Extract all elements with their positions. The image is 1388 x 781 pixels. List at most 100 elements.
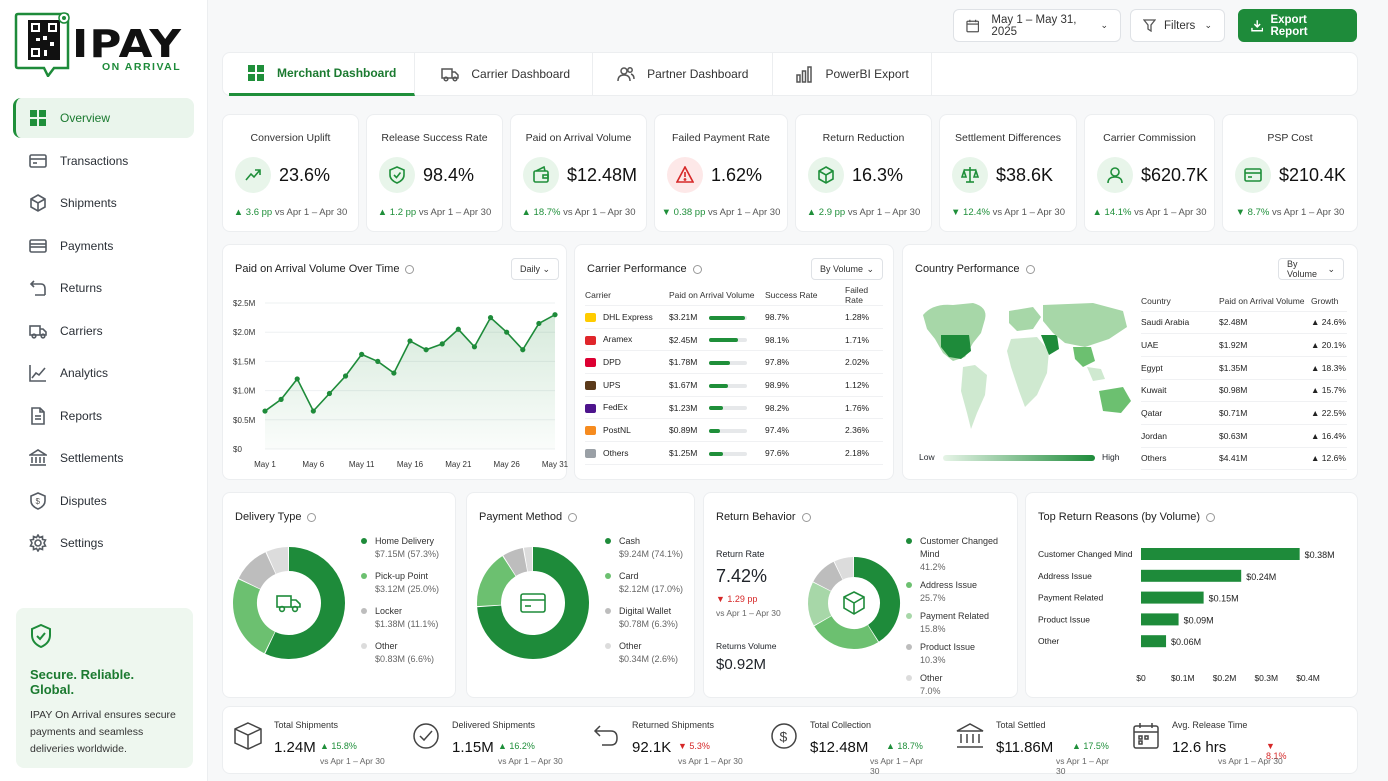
table-row[interactable]: Aramex $2.45M 98.1% 1.71%	[585, 328, 883, 352]
legend-value: $7.15M (57.3%)	[375, 549, 440, 559]
table-row[interactable]: PostNL $0.89M 97.4% 2.36%	[585, 418, 883, 443]
kpi-card[interactable]: PSP Cost $210.4K ▼ 8.7% vs Apr 1 – Apr 3…	[1222, 114, 1358, 232]
data-point[interactable]	[342, 373, 349, 379]
donut-slice[interactable]	[834, 557, 854, 580]
donut-slice[interactable]	[265, 547, 345, 659]
summary-stat[interactable]: Total Shipments 1.24M ▲ 15.8% vs Apr 1 –…	[222, 706, 398, 774]
kpi-card[interactable]: Failed Payment Rate 1.62% ▼ 0.38 pp vs A…	[654, 114, 788, 232]
data-point[interactable]	[552, 312, 558, 318]
table-row[interactable]: DHL Express $3.21M 98.7% 1.28%	[585, 305, 883, 329]
table-row[interactable]: Saudi Arabia $2.48M ▲ 24.6%	[1141, 311, 1347, 335]
ipay-logo[interactable]: IPAY ON ARRIVAL	[14, 12, 199, 79]
table-row[interactable]: Others $1.25M 97.6% 2.18%	[585, 441, 883, 465]
sidebar-item-carriers[interactable]: Carriers	[13, 311, 194, 351]
tab-carrier-dashboard[interactable]: Carrier Dashboard	[415, 52, 594, 96]
bar[interactable]	[1141, 548, 1300, 560]
donut-slice[interactable]	[813, 561, 843, 592]
donut-slice[interactable]	[503, 547, 528, 577]
sidebar-item-transactions[interactable]: Transactions	[13, 141, 194, 181]
export-report-button[interactable]: Export Report	[1238, 9, 1357, 42]
carrier-sort-select[interactable]: By Volume ⌄	[811, 258, 883, 280]
stat-label: Avg. Release Time	[1172, 720, 1248, 730]
country-sort-select[interactable]: By Volume ⌄	[1278, 258, 1344, 280]
data-point[interactable]	[294, 376, 300, 382]
donut-slice[interactable]	[477, 556, 517, 607]
info-icon[interactable]	[307, 512, 317, 522]
table-row[interactable]: FedEx $1.23M 98.2% 1.76%	[585, 396, 883, 420]
kpi-card[interactable]: Paid on Arrival Volume $12.48M ▲ 18.7% v…	[510, 114, 647, 232]
donut-slice[interactable]	[238, 552, 277, 590]
kpi-card[interactable]: Settlement Differences $38.6K ▼ 12.4% vs…	[939, 114, 1077, 232]
kpi-card[interactable]: Release Success Rate 98.4% ▲ 1.2 pp vs A…	[366, 114, 503, 232]
donut-slice[interactable]	[814, 615, 879, 649]
data-point[interactable]	[455, 326, 461, 332]
info-icon[interactable]	[1206, 512, 1216, 522]
summary-stat[interactable]: $ Total Collection $12.48M ▲ 18.7% vs Ap…	[758, 706, 934, 776]
sidebar-item-settings[interactable]: Settings	[13, 523, 194, 563]
donut-slice[interactable]	[266, 547, 289, 574]
filters-button[interactable]: Filters ⌄	[1130, 9, 1225, 42]
tab-powerbi-export[interactable]: PowerBI Export	[773, 52, 932, 96]
sidebar-item-overview[interactable]: Overview	[13, 98, 194, 138]
donut-slice[interactable]	[477, 547, 589, 659]
data-point[interactable]	[407, 338, 413, 344]
summary-stat[interactable]: Avg. Release Time 12.6 hrs ▼ 8.1% vs Apr…	[1120, 706, 1296, 774]
stat-label: Total Collection	[810, 720, 872, 730]
summary-stat[interactable]: Delivered Shipments 1.15M ▲ 16.2% vs Apr…	[400, 706, 576, 774]
bar[interactable]	[1141, 591, 1204, 604]
table-row[interactable]: Jordan $0.63M ▲ 16.4%	[1141, 424, 1347, 448]
table-row[interactable]: DPD $1.78M 97.8% 2.02%	[585, 350, 883, 375]
table-row[interactable]: Kuwait $0.98M ▲ 15.7%	[1141, 379, 1347, 403]
kpi-card[interactable]: Carrier Commission $620.7K ▲ 14.1% vs Ap…	[1084, 114, 1215, 232]
table-row[interactable]: Qatar $0.71M ▲ 22.5%	[1141, 401, 1347, 425]
info-icon[interactable]	[801, 512, 811, 522]
table-row[interactable]: UPS $1.67M 98.9% 1.12%	[585, 373, 883, 397]
tab-merchant-dashboard[interactable]: Merchant Dashboard	[229, 52, 416, 96]
donut-slice[interactable]	[808, 582, 832, 626]
kpi-card[interactable]: Return Reduction 16.3% ▲ 2.9 pp vs Apr 1…	[795, 114, 932, 232]
data-point[interactable]	[504, 329, 510, 335]
calendar-icon	[966, 19, 980, 32]
info-icon[interactable]	[568, 512, 578, 522]
sidebar-item-returns[interactable]: Returns	[13, 268, 194, 308]
bar[interactable]	[1141, 613, 1179, 626]
info-icon[interactable]	[405, 264, 415, 274]
data-point[interactable]	[520, 347, 526, 353]
donut-slice[interactable]	[853, 557, 900, 642]
date-range-picker[interactable]: May 1 – May 31, 2025 ⌄	[953, 9, 1121, 42]
data-point[interactable]	[310, 408, 316, 414]
bar[interactable]	[1141, 569, 1242, 582]
data-point[interactable]	[487, 315, 494, 321]
data-point[interactable]	[278, 396, 284, 402]
sidebar-item-analytics[interactable]: Analytics	[13, 353, 194, 393]
data-point[interactable]	[391, 370, 397, 376]
data-point[interactable]	[326, 390, 333, 397]
tab-partner-dashboard[interactable]: Partner Dashboard	[593, 52, 774, 96]
sidebar-item-disputes[interactable]: $ Disputes	[13, 481, 194, 521]
sidebar-item-payments[interactable]: Payments	[13, 226, 194, 266]
table-row[interactable]: Others $4.41M ▲ 12.6%	[1141, 447, 1347, 471]
donut-slice[interactable]	[233, 579, 276, 654]
data-point[interactable]	[375, 358, 381, 364]
table-row[interactable]: UAE $1.92M ▲ 20.1%	[1141, 333, 1347, 357]
sidebar-item-settlements[interactable]: Settlements	[13, 438, 194, 478]
sidebar-item-shipments[interactable]: Shipments	[13, 183, 194, 223]
kpi-card[interactable]: Conversion Uplift 23.6% ▲ 3.6 pp vs Apr …	[222, 114, 359, 232]
summary-stat[interactable]: Total Settled $11.86M ▲ 17.5% vs Apr 1 –…	[944, 706, 1120, 776]
info-icon[interactable]	[1025, 264, 1035, 274]
data-point[interactable]	[423, 347, 429, 353]
info-icon[interactable]	[692, 264, 702, 274]
data-point[interactable]	[471, 344, 478, 350]
country-name: UAE	[1141, 333, 1219, 357]
stat-compare: vs Apr 1 – Apr 30	[498, 756, 563, 766]
donut-slice[interactable]	[523, 547, 533, 572]
table-row[interactable]: Egypt $1.35M ▲ 18.3%	[1141, 356, 1347, 380]
data-point[interactable]	[536, 320, 542, 327]
sidebar-item-reports[interactable]: Reports	[13, 396, 194, 436]
data-point[interactable]	[439, 341, 445, 347]
granularity-select[interactable]: Daily ⌄	[511, 258, 559, 280]
data-point[interactable]	[359, 351, 365, 357]
data-point[interactable]	[262, 408, 268, 414]
bar[interactable]	[1141, 635, 1167, 648]
summary-stat[interactable]: Returned Shipments 92.1K ▼ 5.3% vs Apr 1…	[580, 706, 756, 774]
